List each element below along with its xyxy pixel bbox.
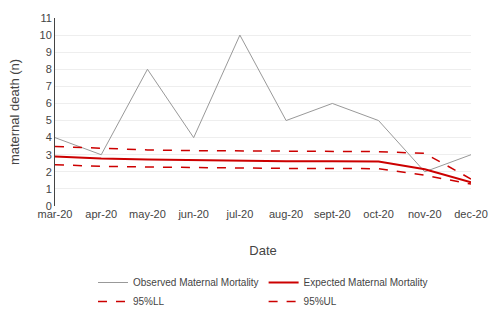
svg-text:maternal death (n): maternal death (n)	[7, 59, 22, 165]
svg-text:8: 8	[46, 63, 52, 75]
svg-text:7: 7	[46, 80, 52, 92]
svg-text:5: 5	[46, 114, 52, 126]
svg-text:Observed Maternal Mortality: Observed Maternal Mortality	[133, 277, 259, 288]
svg-text:1: 1	[46, 183, 52, 195]
svg-text:oct-20: oct-20	[363, 208, 394, 220]
svg-text:jun-20: jun-20	[177, 208, 209, 220]
svg-text:Expected Maternal Mortality: Expected Maternal Mortality	[304, 277, 428, 288]
svg-text:Date: Date	[249, 243, 276, 258]
svg-text:6: 6	[46, 97, 52, 109]
svg-text:0: 0	[46, 200, 52, 212]
svg-text:11: 11	[40, 12, 51, 24]
svg-text:nov-20: nov-20	[408, 208, 442, 220]
svg-text:4: 4	[46, 131, 52, 143]
svg-text:apr-20: apr-20	[85, 208, 117, 220]
svg-text:95%LL: 95%LL	[133, 296, 165, 307]
svg-text:mar-20: mar-20	[38, 208, 73, 220]
svg-text:10: 10	[40, 29, 52, 41]
svg-text:aug-20: aug-20	[269, 208, 303, 220]
svg-text:sept-20: sept-20	[314, 208, 351, 220]
svg-text:3: 3	[46, 149, 52, 161]
svg-text:jul-20: jul-20	[225, 208, 253, 220]
svg-text:95%UL: 95%UL	[304, 296, 337, 307]
svg-text:2: 2	[46, 166, 52, 178]
svg-text:dec-20: dec-20	[454, 208, 488, 220]
svg-text:9: 9	[46, 46, 52, 58]
svg-text:may-20: may-20	[129, 208, 166, 220]
